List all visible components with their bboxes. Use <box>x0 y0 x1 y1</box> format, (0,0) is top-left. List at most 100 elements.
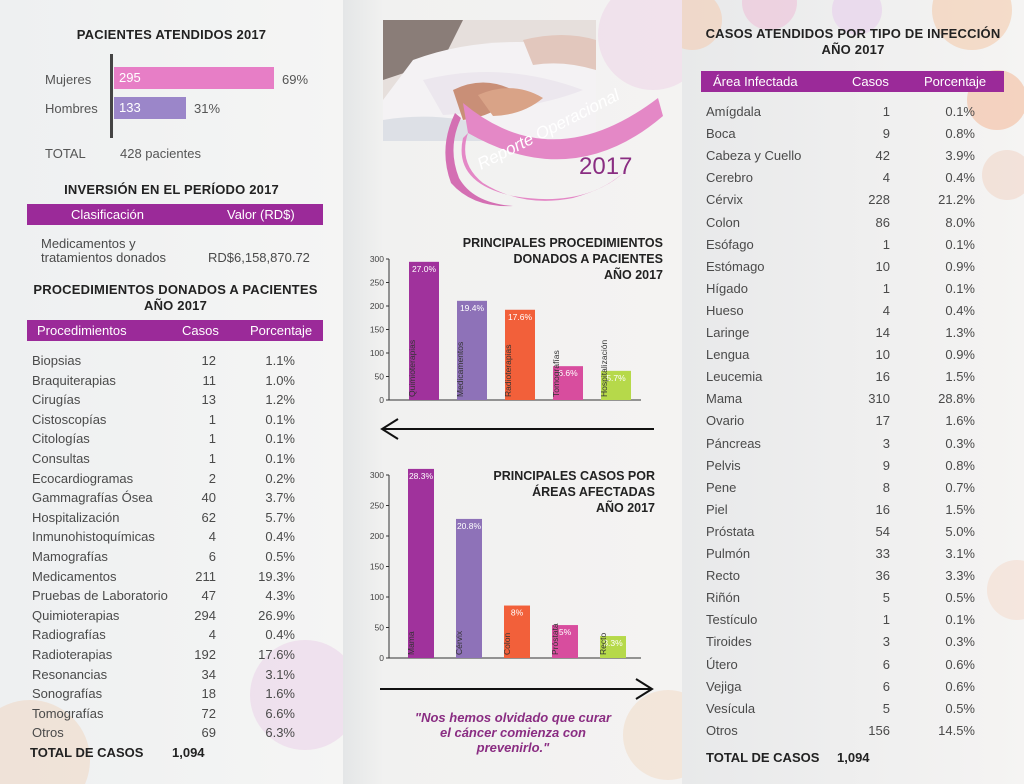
row-cases: 6 <box>882 656 890 672</box>
table-row: Radioterapias 192 17.6% <box>0 647 340 667</box>
table-row: Tomografías 72 6.6% <box>0 706 340 726</box>
table-row: Testículo 1 0.1% <box>682 612 1022 632</box>
category-label: Medicamentos <box>455 342 465 397</box>
category-label: Recto <box>598 633 608 655</box>
table-row: Otros 69 6.3% <box>0 725 340 745</box>
row-cases: 4 <box>208 627 216 643</box>
bar <box>601 370 631 400</box>
row-pct: 0.9% <box>945 347 975 363</box>
row-pct: 0.6% <box>945 656 975 672</box>
row-cases: 310 <box>868 391 890 407</box>
row-label: Cistoscopías <box>32 411 107 427</box>
table-row: Resonancias 34 3.1% <box>0 667 340 687</box>
row-cases: 10 <box>875 258 890 274</box>
row-pct: 17.6% <box>258 647 295 662</box>
row-pct: 1.3% <box>945 325 975 340</box>
decor-bubble <box>250 640 343 750</box>
row-cases: 86 <box>875 214 890 230</box>
row-cases: 6 <box>208 549 216 564</box>
table-row: Inmunohistoquímicas 4 0.4% <box>0 529 340 549</box>
patients-women-label: Mujeres <box>45 72 92 87</box>
row-pct: 1.1% <box>265 353 295 368</box>
y-tick-label: 50 <box>375 623 385 633</box>
row-label: Tomografías <box>32 705 104 721</box>
table-row: Colon 86 8.0% <box>682 215 1022 235</box>
row-cases: 9 <box>882 457 890 473</box>
row-cases: 42 <box>875 148 890 164</box>
table-row: Cérvix 228 21.2% <box>682 192 1022 212</box>
procedures-total-label: TOTAL DE CASOS <box>30 745 144 760</box>
table-row: Mama 310 28.8% <box>682 391 1022 411</box>
row-label: Quimioterapias <box>32 607 120 623</box>
row-pct: 0.5% <box>265 549 295 564</box>
row-cases: 40 <box>201 490 216 506</box>
row-pct: 0.5% <box>945 590 975 606</box>
category-label: Tomografías <box>551 350 561 397</box>
investment-header-class: Clasificación <box>71 207 144 222</box>
row-cases: 33 <box>875 546 890 561</box>
infection-title-1: CASOS ATENDIDOS POR TIPO DE INFECCIÓN <box>705 26 1001 41</box>
row-label: Hueso <box>706 302 744 318</box>
right-arrow <box>380 678 654 700</box>
table-row: Amígdala 1 0.1% <box>682 104 1022 124</box>
table-row: Pruebas de Laboratorio 47 4.3% <box>0 588 340 608</box>
procedures-title-1: PROCEDIMIENTOS DONADOS A PACIENTES <box>33 282 318 297</box>
row-label: Ovario <box>706 413 745 429</box>
table-row: Pene 8 0.7% <box>682 480 1022 500</box>
chart2-svg: 0 50 100 150 200 250 300 28.3% Mama 20.8% Cérvix 8%… <box>370 468 641 663</box>
row-cases: 10 <box>875 347 890 363</box>
row-pct: 0.1% <box>945 612 975 628</box>
row-label: Vejiga <box>706 678 742 694</box>
row-pct: 3.7% <box>265 490 295 506</box>
row-pct: 0.1% <box>265 411 295 427</box>
row-label: Boca <box>706 126 736 142</box>
row-cases: 1 <box>882 612 890 628</box>
row-pct: 0.7% <box>945 479 975 495</box>
row-pct: 0.4% <box>945 170 975 186</box>
bar <box>504 605 530 658</box>
y-tick-label: 0 <box>379 395 384 405</box>
table-row: Laringe 14 1.3% <box>682 325 1022 345</box>
chart1-title: PRINCIPALES PROCEDIMIENTOS DONADOS A PAC… <box>423 235 663 283</box>
row-cases: 211 <box>195 568 216 584</box>
row-pct: 28.8% <box>938 391 975 407</box>
bar <box>600 636 626 658</box>
row-pct: 1.6% <box>945 413 975 429</box>
data-label: 8% <box>511 608 524 618</box>
table-row: Cerebro 4 0.4% <box>682 170 1022 190</box>
row-pct: 1.5% <box>945 501 975 517</box>
row-cases: 5 <box>882 590 890 606</box>
right-panel: CASOS ATENDIDOS POR TIPO DE INFECCIÓN AÑ… <box>682 0 1024 784</box>
patients-title: PACIENTES ATENDIDOS 2017 <box>76 27 267 42</box>
table-row: Ovario 17 1.6% <box>682 413 1022 433</box>
table-row: Próstata 54 5.0% <box>682 524 1022 544</box>
y-tick-label: 250 <box>370 278 384 288</box>
row-pct: 5.7% <box>265 509 295 525</box>
cover-ribbon: Reporte Operacional 2017 <box>445 88 663 207</box>
row-pct: 0.1% <box>945 104 975 119</box>
infection-title-2: AÑO 2017 <box>821 42 885 57</box>
row-cases: 5 <box>882 700 890 716</box>
row-label: Consultas <box>32 451 90 466</box>
bar <box>552 625 578 658</box>
row-pct: 14.5% <box>938 722 975 738</box>
row-cases: 9 <box>882 126 890 142</box>
table-row: Páncreas 3 0.3% <box>682 436 1022 456</box>
row-pct: 1.5% <box>945 369 975 385</box>
row-label: Riñón <box>706 590 740 606</box>
row-cases: 4 <box>208 529 216 545</box>
y-tick-label: 200 <box>370 301 384 311</box>
middle-panel: Reporte Operacional 2017 PRINCIPALES PRO… <box>343 0 682 784</box>
bar <box>409 261 439 400</box>
table-row: Mamografías 6 0.5% <box>0 549 340 569</box>
row-label: Esófago <box>706 236 754 252</box>
row-label: Testículo <box>706 612 758 628</box>
investment-title: INVERSIÓN EN EL PERÍODO 2017 <box>64 182 279 197</box>
row-label: Cabeza y Cuello <box>706 148 802 164</box>
category-label: Colon <box>502 633 512 655</box>
patients-total-value: 428 pacientes <box>120 146 201 161</box>
row-pct: 0.3% <box>945 435 975 451</box>
ribbon-fold <box>445 113 513 207</box>
row-pct: 3.3% <box>945 568 975 584</box>
row-pct: 0.4% <box>265 627 295 643</box>
